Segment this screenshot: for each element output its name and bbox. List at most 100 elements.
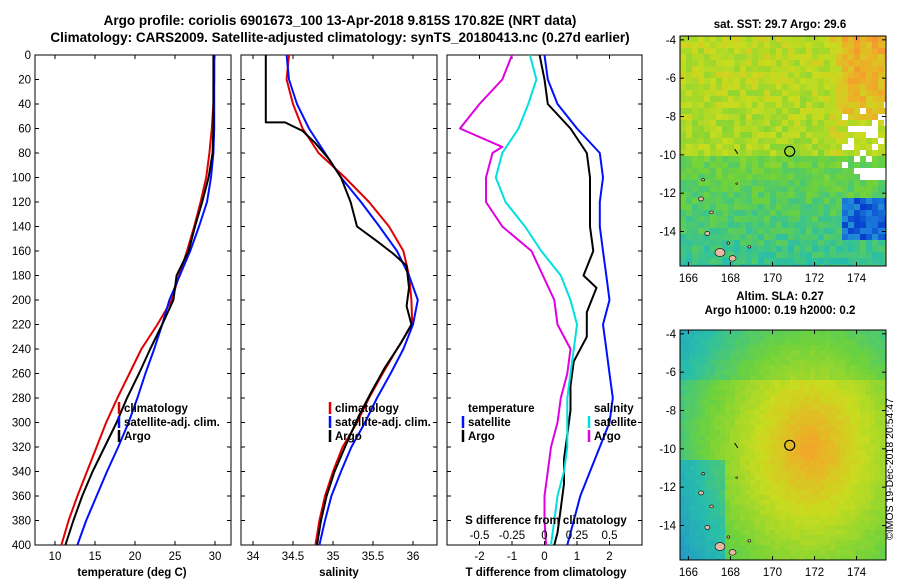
sst-cell [722, 198, 728, 204]
sla-cell [860, 490, 865, 495]
sla-cell [875, 330, 880, 335]
sla-cell [690, 360, 695, 365]
sla-cell [725, 515, 730, 520]
sla-cell [700, 375, 705, 380]
sst-cell [722, 36, 728, 42]
sla-cell [795, 340, 800, 345]
sla-cell [760, 385, 765, 390]
sla-cell [680, 555, 685, 560]
sla-cell [810, 475, 815, 480]
sla-cell [730, 480, 735, 485]
sst-cell [812, 162, 818, 168]
sla-cell [795, 345, 800, 350]
sst-cell [824, 228, 830, 234]
sst-cell [776, 192, 782, 198]
sst-cell [770, 162, 776, 168]
sst-cell [878, 78, 884, 84]
sla-cell [695, 485, 700, 490]
difference-legend-temperature: temperature satellite Argo [461, 403, 534, 443]
sla-cell [800, 395, 805, 400]
sst-cell [776, 228, 782, 234]
sst-cell [818, 162, 824, 168]
sla-cell [820, 540, 825, 545]
sst-cell [752, 102, 758, 108]
sst-cell [734, 132, 740, 138]
sla-cell [760, 495, 765, 500]
sla-cell [865, 550, 870, 555]
sla-cell [750, 505, 755, 510]
sst-cell [782, 234, 788, 240]
sla-cell [745, 505, 750, 510]
sla-cell [785, 485, 790, 490]
sla-cell [835, 490, 840, 495]
sla-cell [740, 370, 745, 375]
sla-cell [875, 470, 880, 475]
sst-cell [872, 258, 878, 264]
sla-cell [705, 440, 710, 445]
sst-cell [812, 198, 818, 204]
sst-cell [818, 258, 824, 264]
sla-cell [810, 360, 815, 365]
sst-cell [884, 60, 886, 66]
sst-cell [842, 216, 848, 222]
sst-cell [764, 102, 770, 108]
sst-cell [788, 174, 794, 180]
sla-cell [850, 410, 855, 415]
sst-cell [848, 66, 854, 72]
sla-cell [875, 510, 880, 515]
sla-cell [700, 330, 705, 335]
sla-cell [860, 450, 865, 455]
sst-cell [764, 150, 770, 156]
sla-cell [800, 530, 805, 535]
sst-cell [686, 48, 692, 54]
sst-cell [818, 36, 824, 42]
sla-cell [800, 435, 805, 440]
sla-cell [760, 425, 765, 430]
sla-cell [815, 390, 820, 395]
depth-tick-label: 300 [12, 418, 31, 430]
sst-cell [746, 42, 752, 48]
sla-cell [860, 505, 865, 510]
sst-cell [848, 264, 854, 266]
sla-cell [695, 490, 700, 495]
sst-cell [818, 204, 824, 210]
sla-cell [685, 330, 690, 335]
sst-cell [770, 42, 776, 48]
sst-cell [692, 60, 698, 66]
sla-cell [845, 500, 850, 505]
sla-cell [765, 480, 770, 485]
sla-cell [815, 440, 820, 445]
sla-cell [680, 365, 685, 370]
x-tick-label: 1 [574, 551, 580, 563]
sst-cell [878, 198, 884, 204]
sst-cell [704, 198, 710, 204]
sla-cell [845, 440, 850, 445]
sst-cell [812, 66, 818, 72]
sla-cell [780, 390, 785, 395]
sst-cell [740, 150, 746, 156]
sla-cell [855, 460, 860, 465]
sla-cell [780, 400, 785, 405]
sla-cell [770, 345, 775, 350]
sla-cell [845, 355, 850, 360]
sst-cell [836, 138, 842, 144]
sla-cell [785, 405, 790, 410]
sla-cell [790, 415, 795, 420]
difference-depth-ticks [447, 54, 642, 546]
sla-cell [765, 360, 770, 365]
sla-cell [760, 415, 765, 420]
sla-cell [695, 505, 700, 510]
sst-cell [764, 240, 770, 246]
sst-cell [722, 210, 728, 216]
sst-cell [878, 162, 884, 168]
sst-cell [716, 228, 722, 234]
sst-cell [770, 120, 776, 126]
sla-cell [805, 530, 810, 535]
sla-cell [820, 505, 825, 510]
sla-cell [865, 490, 870, 495]
sla-cell [810, 345, 815, 350]
sla-cell [785, 335, 790, 340]
sla-cell [755, 390, 760, 395]
sla-cell [700, 540, 705, 545]
sla-cell [865, 505, 870, 510]
